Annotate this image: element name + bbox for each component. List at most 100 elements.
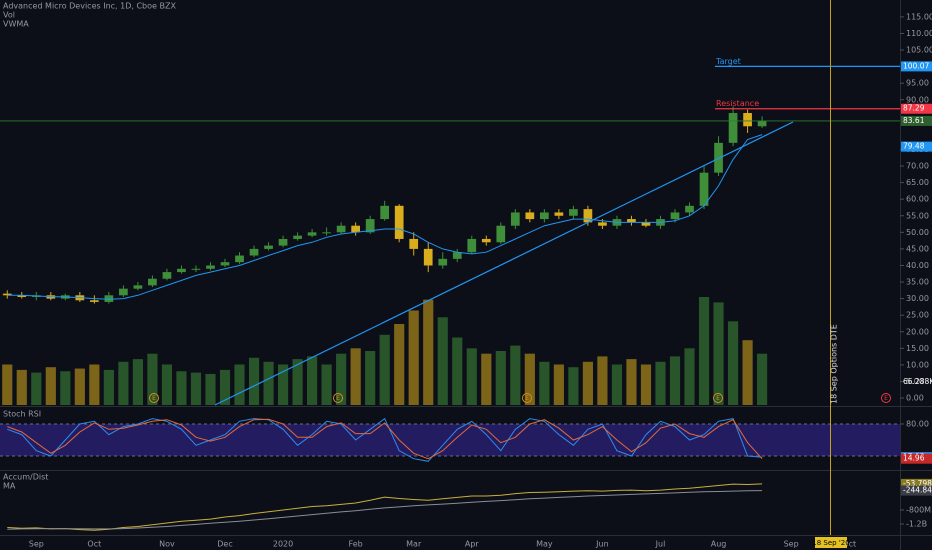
y-tick-label: 105.00 [906,46,932,55]
earnings-label: E [716,395,720,402]
volume-bar [727,321,739,405]
volume-bar [147,353,158,405]
candle-body [627,219,636,223]
candle-body [119,288,128,296]
earnings-marker [333,393,343,403]
candle-body [351,225,360,233]
candle-body [307,232,317,236]
candle-body [423,248,433,266]
volume-bar [655,361,666,405]
y-tick-label: 55.00 [906,211,929,220]
volume-bar [757,353,768,405]
volume-tag: 66.288K [903,377,932,386]
candle-body [90,300,99,302]
y-tick-label: 35.00 [906,278,929,287]
volume-bar [669,356,681,405]
volume-bar [394,324,405,405]
volume-bar [684,348,695,405]
volume-bar [118,361,129,405]
value-tag-label: 14.96 [903,454,925,463]
price-tag-label: 79.48 [903,142,925,151]
series-line [7,134,763,300]
volume-bar [350,348,361,405]
price-tag-label: 100.07 [903,61,929,70]
volume-bar [524,353,535,405]
candle-body [380,205,390,220]
volume-bar [640,364,652,405]
volume-bar [219,369,231,405]
chart-title: Advanced Micro Devices Inc, 1D, Cboe BZX [3,2,176,11]
earnings-marker [149,393,159,403]
legend-entry: MA [3,482,16,491]
candle-body [220,262,230,266]
volume-bar [423,299,434,405]
y-tick-label: 15.00 [906,344,929,353]
candle-body [322,232,331,234]
event-label: 18 Sep Options DTE [830,324,839,404]
candle-body [191,268,201,270]
volume-bar [713,302,724,405]
volume-bar [408,310,419,405]
candle-body [235,255,244,263]
series-line [7,483,763,531]
candle-body [540,212,549,220]
candle-body [249,248,259,256]
value-tag [901,485,932,496]
volume-bar [31,372,42,405]
y-tick-label: 95.00 [906,79,929,88]
volume-bar [365,351,376,405]
candle-body [278,238,288,246]
x-tick-label: Oct [842,540,856,549]
value-tag [901,478,932,489]
candle-body [336,225,346,233]
x-tick-label: 2020 [273,540,293,549]
candle-body [569,209,578,216]
y-tick-label: 45.00 [906,244,929,253]
oscillator-band [0,423,900,457]
y-tick-label: 30.00 [906,294,929,303]
candle-body [641,222,651,226]
x-tick-label: Jul [655,540,666,549]
volume-bar [89,364,100,405]
legend-entry: VWMA [3,20,29,29]
candle-body [583,209,593,223]
y-tick-label: 90.00 [906,95,929,104]
value-tag-label: -244.849M [903,486,932,495]
volume-bar [539,361,550,405]
volume-bar [582,361,593,405]
candle-body [510,212,520,226]
earnings-label: E [336,395,340,402]
y-tick-label: 70.00 [906,162,929,171]
value-tag-label: -53.798M [903,479,932,488]
price-tag [901,61,932,72]
candle-body [17,295,27,297]
legend-entry: Vol [3,11,15,20]
value-tag [901,453,932,464]
earnings-label: E [152,395,156,402]
candle-body [293,235,302,239]
plot-layer: Sep Oct Nov Dec 2020 Feb Mar Apr May Jun Jul Aug Sep… [0,12,932,549]
y-tick-label: -1.2B [906,520,927,529]
x-tick-label: Sep [784,540,799,549]
volume-bar [626,359,637,405]
y-tick-label: -800M [906,506,931,515]
candle-body [481,238,491,243]
candle-body [104,295,114,302]
candle-body [365,219,375,233]
y-tick-label: 10.00 [906,360,929,369]
volume-bar [495,351,506,405]
y-tick-label: 20.00 [906,327,929,336]
volume-bar [60,371,71,405]
x-tick-label: May [536,540,553,549]
candle-body [264,245,273,249]
pane-title: Stoch RSI [3,410,41,419]
candle-body [757,120,767,127]
volume-bar [132,359,143,405]
volume-bar [234,364,245,405]
x-tick-label: Jun [595,540,609,549]
volume-bar [568,367,579,405]
candle-body [598,222,607,226]
x-tick-label: Sep [29,540,44,549]
